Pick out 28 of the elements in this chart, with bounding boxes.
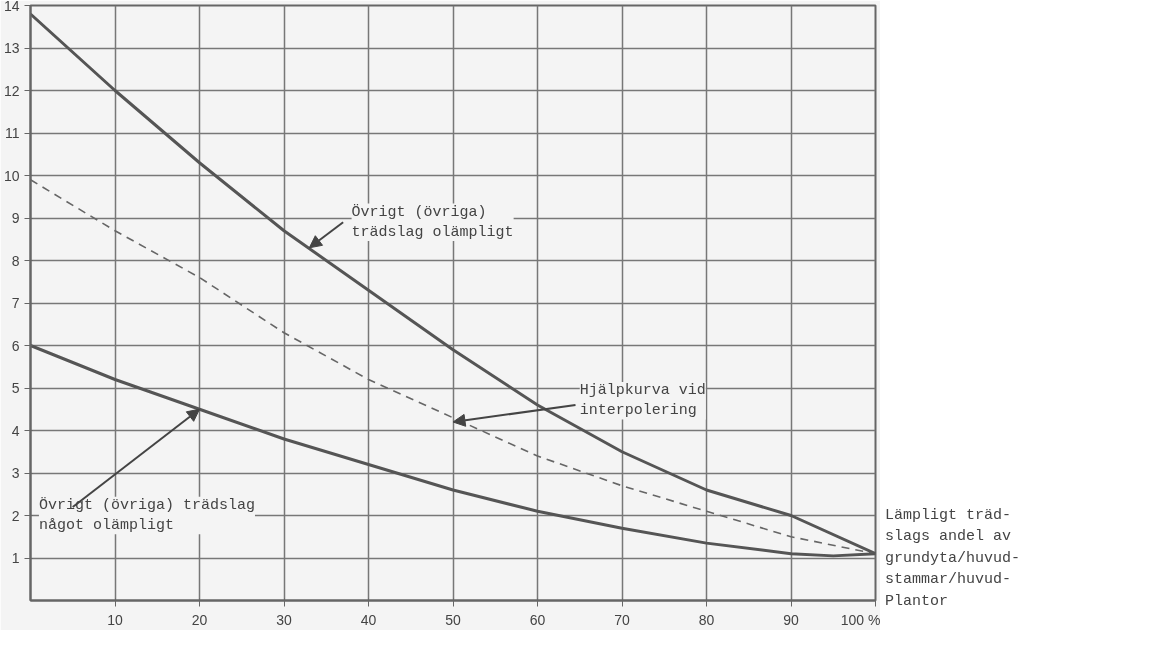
y-tick-label: 13 <box>3 40 20 56</box>
x-tick-label: 90 <box>783 611 799 628</box>
y-tick-label: 10 <box>3 167 20 184</box>
x-tick-label: 100 % <box>840 611 881 628</box>
x-tick-label: 20 <box>191 611 208 628</box>
x-tick-label: 80 <box>698 611 715 628</box>
x-tick-label: 60 <box>529 611 546 628</box>
y-tick-label: 11 <box>4 125 20 141</box>
y-tick-label: 3 <box>11 465 20 481</box>
annotation: Hjälpkurva vid interpolering <box>579 382 706 420</box>
y-tick-label: 9 <box>11 210 20 226</box>
x-tick-label: 30 <box>276 611 292 628</box>
y-tick-label: 1 <box>11 550 20 566</box>
annotation: Övrigt (övriga) trädslag något olämpligt <box>38 495 255 535</box>
x-tick-label: 40 <box>360 611 377 628</box>
y-tick-label: 6 <box>11 337 20 354</box>
y-tick-label: 8 <box>11 252 20 269</box>
x-tick-label: 10 <box>107 611 123 628</box>
y-tick-label: 5 <box>11 380 20 396</box>
y-tick-label: 12 <box>3 82 20 99</box>
y-tick-label: 14 <box>3 0 20 14</box>
x-tick-label: 50 <box>445 611 461 628</box>
y-tick-label: 7 <box>11 295 20 311</box>
annotation: Övrigt (övriga) trädslag olämpligt <box>351 202 514 241</box>
y-tick-label: 4 <box>11 422 20 439</box>
x-axis-title: Lämpligt träd- slags andel av grundyta/huvud- stammar/huvud- Plantor <box>885 506 1021 612</box>
x-tick-label: 70 <box>614 611 630 628</box>
y-tick-label: 2 <box>11 507 20 524</box>
